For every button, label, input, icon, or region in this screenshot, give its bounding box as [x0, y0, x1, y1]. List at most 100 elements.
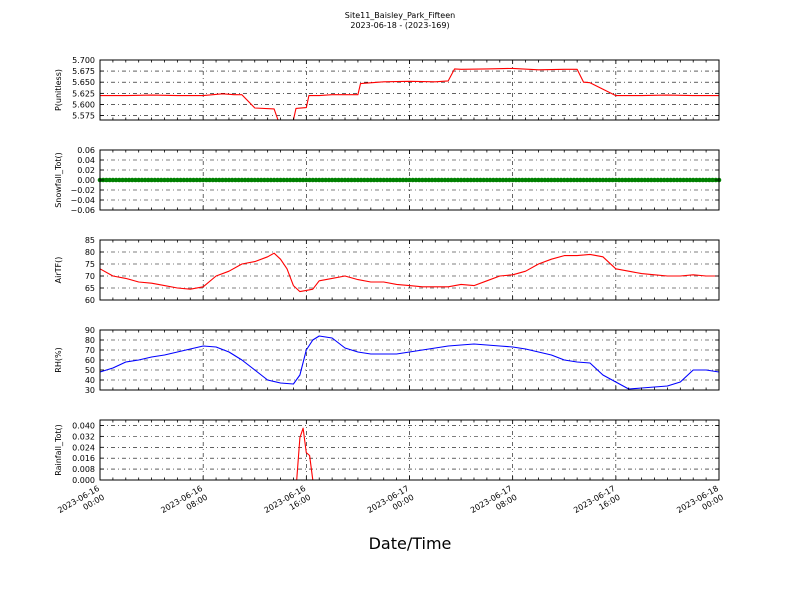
- y-tick-label: 80: [85, 248, 95, 257]
- data-point: [503, 177, 509, 183]
- data-point: [223, 177, 229, 183]
- data-point: [491, 177, 496, 183]
- x-axis-label: Date/Time: [368, 534, 452, 553]
- panel-1: 5.575 5.600 5.625 5.650 5.675 5.700 P(unitless…: [54, 56, 720, 121]
- data-point: [678, 177, 683, 183]
- x-tick-label: 2023-06-1616:00: [263, 484, 313, 524]
- data-point: [578, 177, 583, 183]
- y-tick-label: 75: [85, 260, 95, 269]
- data-point: [242, 177, 248, 183]
- data-point: [458, 177, 464, 183]
- y-tick-label: 70: [85, 346, 95, 355]
- data-point: [258, 177, 264, 183]
- data-point: [162, 177, 167, 183]
- y-tick-label: 0.06: [77, 146, 95, 155]
- data-point: [371, 177, 377, 183]
- data-point: [645, 177, 651, 183]
- data-point: [349, 177, 354, 183]
- data-point: [252, 177, 258, 183]
- data-point: [365, 177, 370, 183]
- figure-title: Site11_Baisley_Park_Fifteen: [344, 11, 456, 20]
- data-point: [378, 177, 383, 183]
- y-tick-label: 60: [85, 356, 95, 365]
- data-point: [113, 177, 119, 183]
- y-tick-label: −0.04: [70, 196, 95, 205]
- data-point: [510, 177, 515, 183]
- data-point: [175, 177, 180, 183]
- data-point: [155, 177, 161, 183]
- data-point: [168, 177, 174, 183]
- data-point: [233, 177, 238, 183]
- data-point: [442, 177, 448, 183]
- data-point: [123, 177, 129, 183]
- data-point: [316, 177, 322, 183]
- data-point: [184, 177, 190, 183]
- data-point: [658, 177, 664, 183]
- data-point: [603, 177, 609, 183]
- data-point: [345, 177, 351, 183]
- data-point: [117, 177, 122, 183]
- data-point: [642, 177, 648, 183]
- data-point: [333, 177, 338, 183]
- data-point: [623, 177, 628, 183]
- data-point: [200, 177, 206, 183]
- y-tick-label: 0.00: [77, 176, 95, 185]
- y-tick-label: 90: [85, 326, 95, 335]
- data-point: [636, 177, 641, 183]
- data-point: [597, 177, 603, 183]
- data-point: [465, 177, 470, 183]
- data-point: [516, 177, 522, 183]
- y-tick-label: 60: [85, 296, 95, 305]
- data-point: [171, 177, 177, 183]
- data-point: [452, 177, 457, 183]
- data-point: [368, 177, 374, 183]
- x-tick-label: 2023-06-1800:00: [675, 484, 725, 524]
- y-tick-label: 0.02: [77, 166, 95, 175]
- x-tick-label: 2023-06-1600:00: [56, 484, 106, 524]
- y-tick-label: 50: [85, 366, 95, 375]
- data-point: [191, 177, 196, 183]
- data-point: [549, 177, 554, 183]
- data-point: [104, 177, 109, 183]
- data-point: [674, 177, 680, 183]
- data-point: [607, 177, 612, 183]
- data-point: [671, 177, 677, 183]
- y-tick-label: 0.040: [72, 421, 95, 430]
- data-point: [336, 177, 341, 183]
- data-point: [400, 177, 406, 183]
- series-line: [99, 252, 719, 293]
- y-tick-label: 0.000: [72, 476, 95, 485]
- data-point: [310, 177, 316, 183]
- data-point: [355, 177, 361, 183]
- data-point: [523, 177, 528, 183]
- data-point: [558, 177, 564, 183]
- data-point: [526, 177, 532, 183]
- data-point: [339, 177, 345, 183]
- y-tick-label: −0.02: [70, 186, 95, 195]
- data-point: [590, 177, 596, 183]
- data-point: [268, 177, 274, 183]
- axes-frame: [99, 149, 720, 211]
- data-point: [594, 177, 599, 183]
- data-point: [226, 177, 232, 183]
- data-point: [136, 177, 141, 183]
- data-point: [220, 177, 225, 183]
- data-point: [449, 177, 454, 183]
- data-point: [410, 177, 416, 183]
- data-point: [694, 177, 699, 183]
- data-point: [362, 177, 367, 183]
- data-point: [387, 177, 393, 183]
- y-tick-label: 5.575: [72, 112, 95, 121]
- data-point: [323, 177, 328, 183]
- data-point: [291, 177, 296, 183]
- data-point: [542, 177, 548, 183]
- data-point: [374, 177, 380, 183]
- data-point: [391, 177, 396, 183]
- y-tick-label: 0.016: [72, 454, 95, 463]
- data-point: [246, 177, 251, 183]
- data-point: [342, 177, 348, 183]
- y-tick-label: 70: [85, 272, 95, 281]
- data-point: [197, 177, 203, 183]
- data-point: [420, 177, 425, 183]
- y-axis-label: Snowfall_Tot(): [54, 152, 63, 208]
